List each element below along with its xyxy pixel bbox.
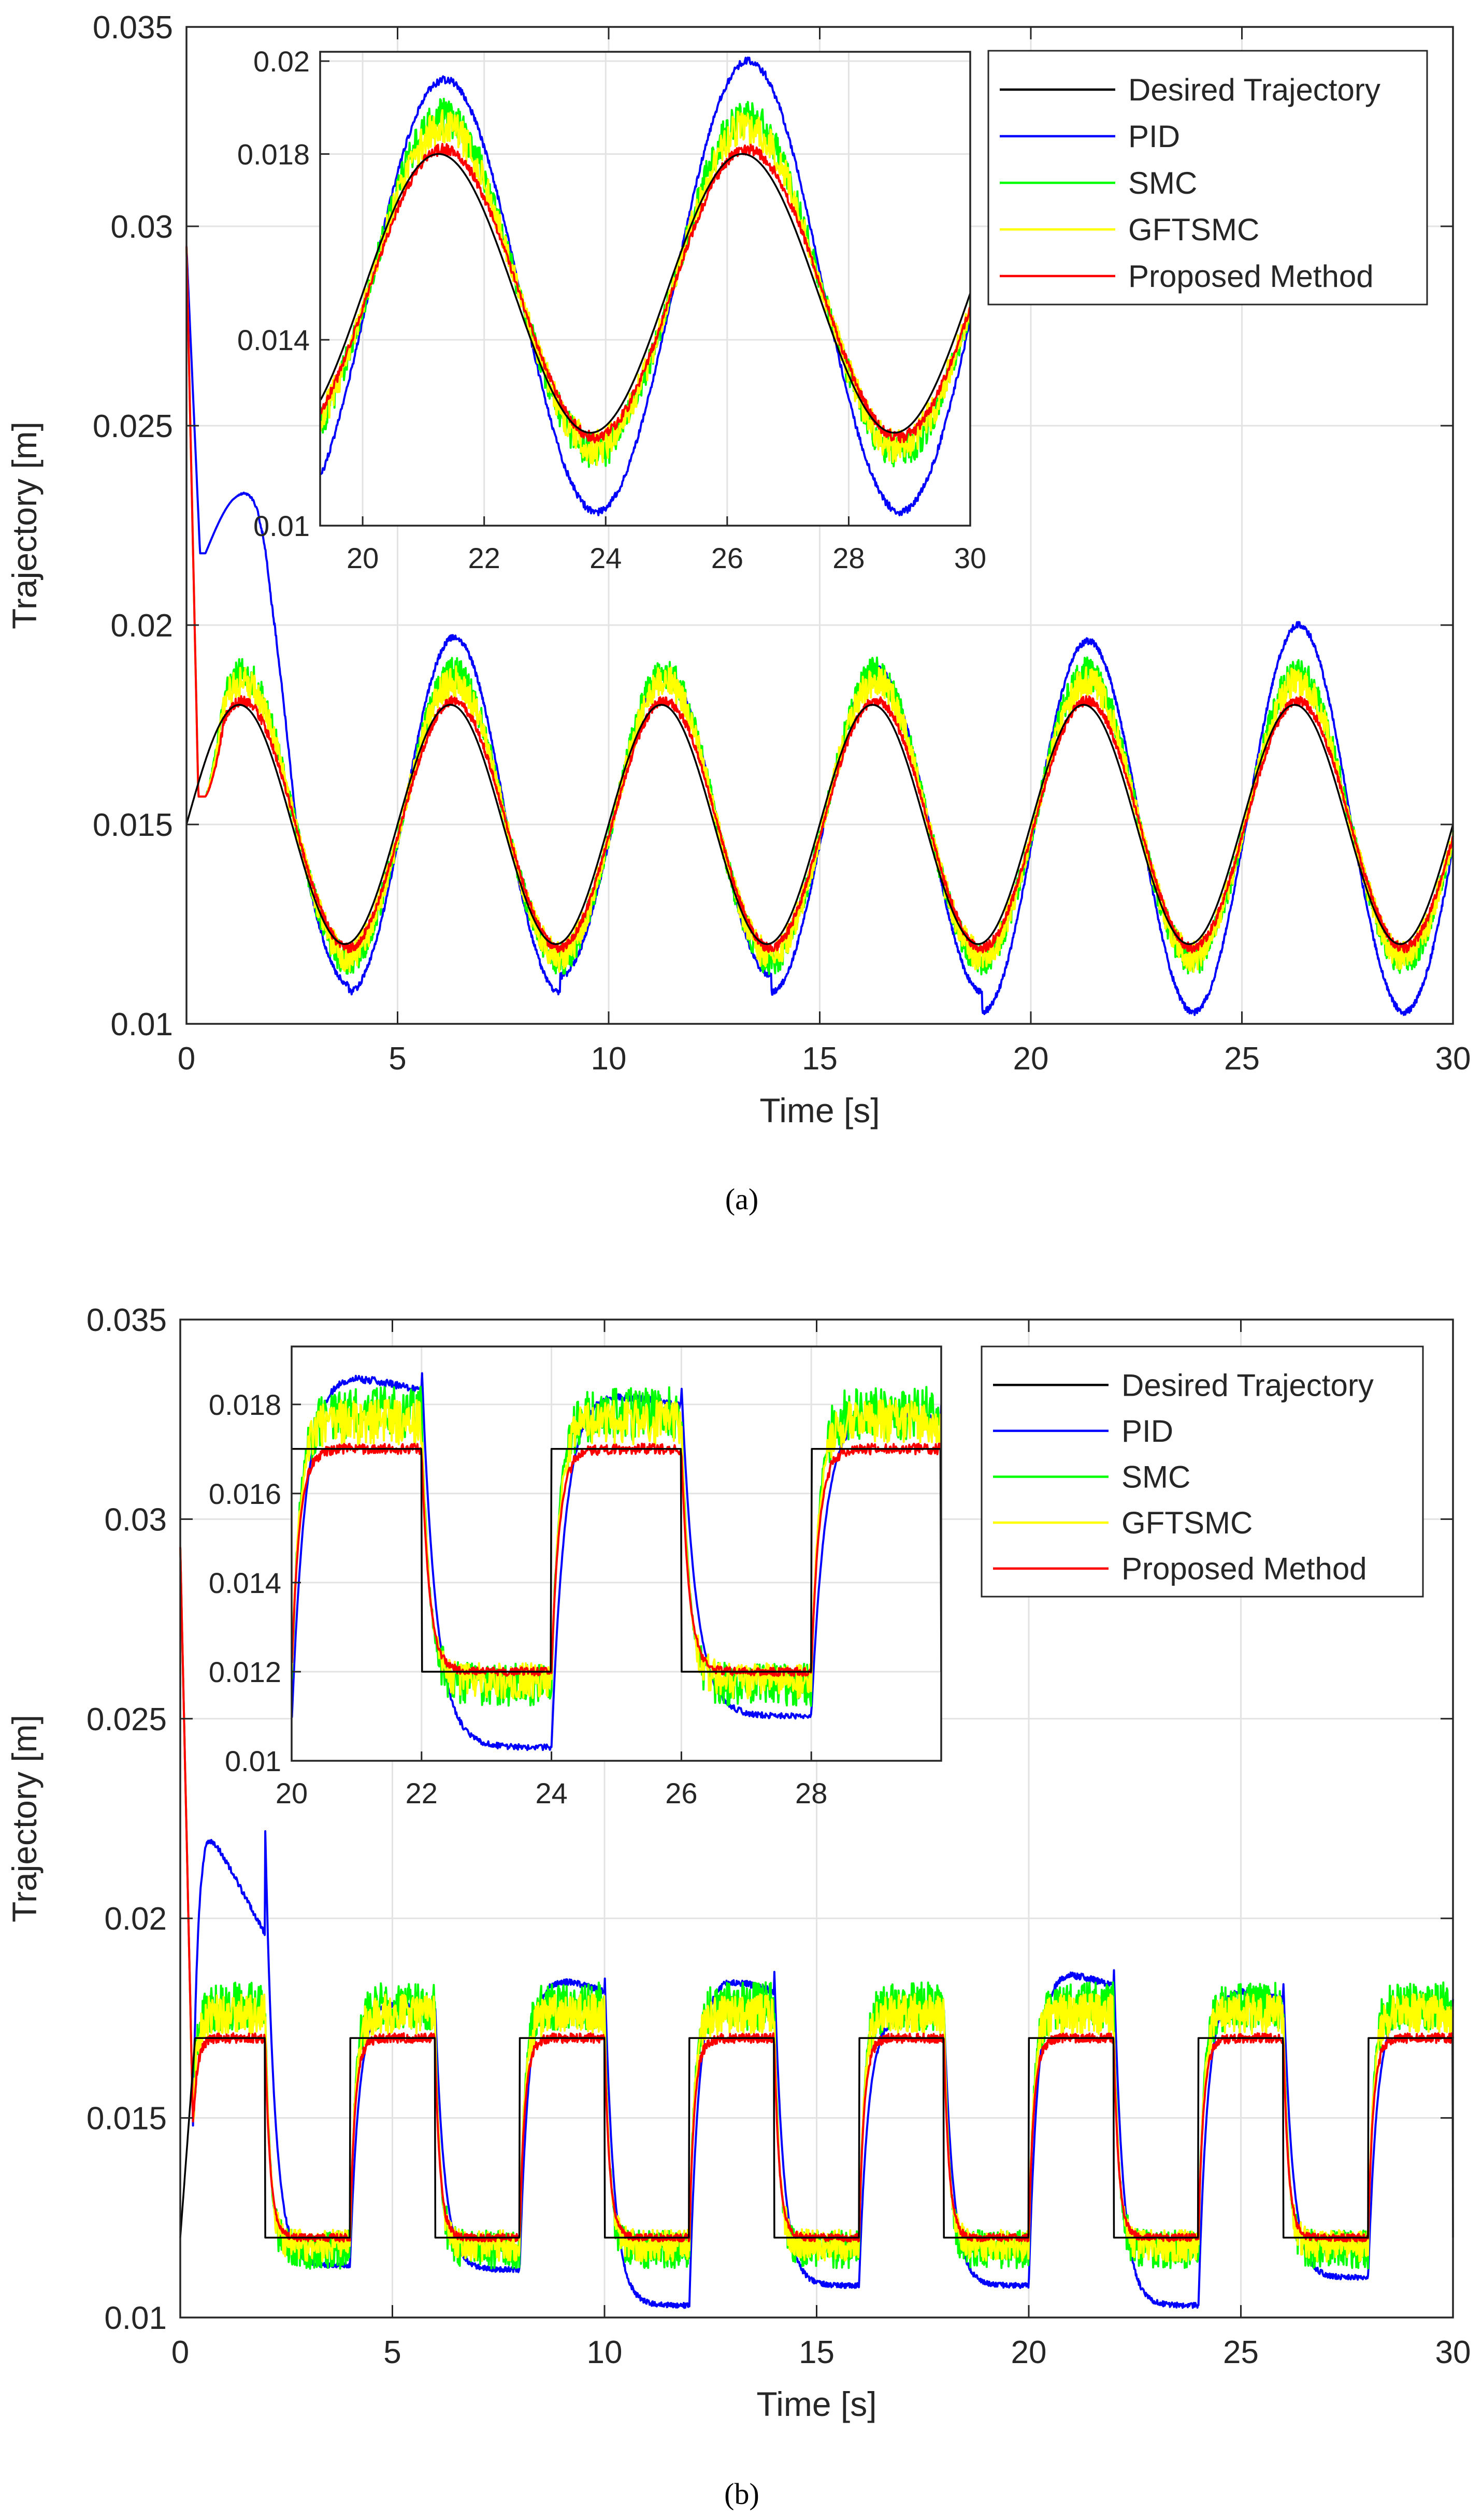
y-tick-label: 0.03 [104, 1502, 167, 1538]
y-tick-label: 0.035 [87, 1302, 167, 1338]
y-axis-label-a: Trajectory [m] [5, 422, 44, 629]
inset-x-tick-label: 26 [665, 1777, 697, 1809]
legend-label-proposed: Proposed Method [1128, 259, 1374, 294]
x-tick-label: 5 [383, 2335, 401, 2370]
inset-x-tick-label: 24 [589, 542, 622, 574]
series-line-desired-a [185, 704, 1454, 945]
series-line-proposed-a [185, 246, 1454, 954]
y-tick-label: 0.015 [87, 2101, 167, 2137]
series-layer-a [185, 246, 1454, 1016]
y-tick-label: 0.025 [87, 1702, 167, 1737]
inset-axes-box-a [319, 51, 971, 527]
legend-box-a [987, 50, 1428, 306]
legend-label-gftsmc: GFTSMC [1121, 1505, 1253, 1540]
inset-y-tick-label: 0.018 [237, 138, 310, 170]
inset-series-line-desired-b [292, 1448, 941, 1673]
x-tick-label: 0 [178, 1041, 195, 1077]
caption-b: (b) [724, 2477, 759, 2511]
panel-a: 0 5 10 15 20 25 300.010.0150.020.0250.030.035 … [5, 10, 1471, 1216]
legend-label-proposed: Proposed Method [1121, 1552, 1367, 1586]
y-tick-label: 0.03 [110, 209, 173, 245]
legend-label-desired: Desired Trajectory [1128, 73, 1380, 107]
series-line-desired-b [179, 2037, 1454, 2239]
series-line-gftsmc-b [179, 1547, 1454, 2263]
legend-label-pid: PID [1121, 1414, 1173, 1449]
inset-series-line-desired-a [320, 153, 970, 434]
inset-x-tick-label: 20 [276, 1777, 308, 1809]
x-tick-label: 10 [587, 2335, 623, 2370]
x-tick-label: 25 [1223, 2335, 1259, 2370]
x-axis-label-a: Time [s] [759, 1091, 880, 1129]
inset-x-tick-label: 20 [347, 542, 379, 574]
inset-x-tick-label: 26 [711, 542, 743, 574]
x-tick-label: 15 [799, 2335, 834, 2370]
x-tick-label: 20 [1013, 1041, 1049, 1077]
inset-a: 20 22 24 26 28 30 0.01 0.014 0.018 0.02 [237, 45, 986, 574]
x-tick-label: 20 [1011, 2335, 1047, 2370]
inset-x-tick-label: 28 [795, 1777, 827, 1809]
x-tick-label: 15 [802, 1041, 838, 1077]
legend-a: Desired Trajectory PID SMC GFTSMC Proposed M… [987, 50, 1428, 306]
inset-y-tick-label: 0.01 [225, 1745, 281, 1777]
inset-series-line-proposed-a [320, 142, 970, 444]
axes-b: 0 5 10 15 20 25 30 0.01 0.015 0.02 0.025 0.03 0.035 [87, 1302, 1471, 2370]
legend-label-smc: SMC [1128, 166, 1197, 200]
y-tick-label: 0.025 [93, 409, 173, 444]
caption-a: (a) [725, 1182, 758, 1216]
inset-x-tick-label: 30 [954, 542, 986, 574]
panel-b: 0 5 10 15 20 25 300.010.0150.020.0250.030.035 … [5, 1302, 1471, 2511]
x-tick-label: 30 [1435, 1041, 1471, 1077]
y-tick-label: 0.01 [104, 2300, 167, 2336]
inset-x-tick-label: 22 [406, 1777, 438, 1809]
inset-x-tick-label: 28 [832, 542, 865, 574]
series-layer-b [179, 1547, 1454, 2309]
x-tick-label: 0 [171, 2335, 189, 2370]
axes-a: 0 5 10 15 20 25 30 0.01 0.015 0.02 0.025 0.03 0.035 [93, 10, 1471, 1077]
inset-y-tick-label: 0.016 [209, 1478, 281, 1510]
y-tick-label: 0.02 [110, 608, 173, 644]
inset-series-line-gftsmc-b [292, 1399, 941, 1700]
inset-y-tick-label: 0.02 [253, 45, 310, 78]
inset-series-line-pid-a [320, 56, 970, 516]
legend-label-gftsmc: GFTSMC [1128, 212, 1259, 247]
x-tick-label: 5 [389, 1041, 406, 1077]
x-tick-label: 10 [591, 1041, 627, 1077]
inset-y-tick-label: 0.014 [209, 1567, 281, 1599]
x-tick-label: 30 [1435, 2335, 1471, 2370]
inset-plot-area-a [320, 52, 970, 526]
inset-y-tick-label: 0.018 [209, 1388, 281, 1421]
inset-b: 20 22 24 26 28 0.01 0.012 0.014 0.016 0.018 [209, 1345, 942, 1809]
x-tick-label: 25 [1224, 1041, 1260, 1077]
inset-axes-box-b [291, 1345, 942, 1762]
inset-y-tick-label: 0.012 [209, 1656, 281, 1688]
y-axis-label-b: Trajectory [m] [5, 1715, 44, 1922]
y-tick-label: 0.01 [110, 1007, 173, 1042]
legend-label-smc: SMC [1121, 1460, 1190, 1495]
legend-label-pid: PID [1128, 119, 1180, 154]
y-tick-label: 0.015 [93, 807, 173, 843]
inset-y-tick-label: 0.014 [237, 324, 310, 356]
inset-series-a [320, 56, 970, 516]
legend-box-b [981, 1345, 1424, 1598]
inset-y-tick-label: 0.01 [253, 510, 310, 542]
y-tick-label: 0.02 [104, 1901, 167, 1937]
y-tick-label: 0.035 [93, 10, 173, 46]
inset-series-b [292, 1372, 941, 1751]
inset-x-tick-label: 24 [535, 1777, 567, 1809]
legend-label-desired: Desired Trajectory [1121, 1368, 1374, 1402]
inset-x-tick-label: 22 [468, 542, 500, 574]
legend-b: Desired Trajectory PID SMC GFTSMC Proposed M… [981, 1345, 1424, 1598]
x-axis-label-b: Time [s] [756, 2385, 876, 2423]
